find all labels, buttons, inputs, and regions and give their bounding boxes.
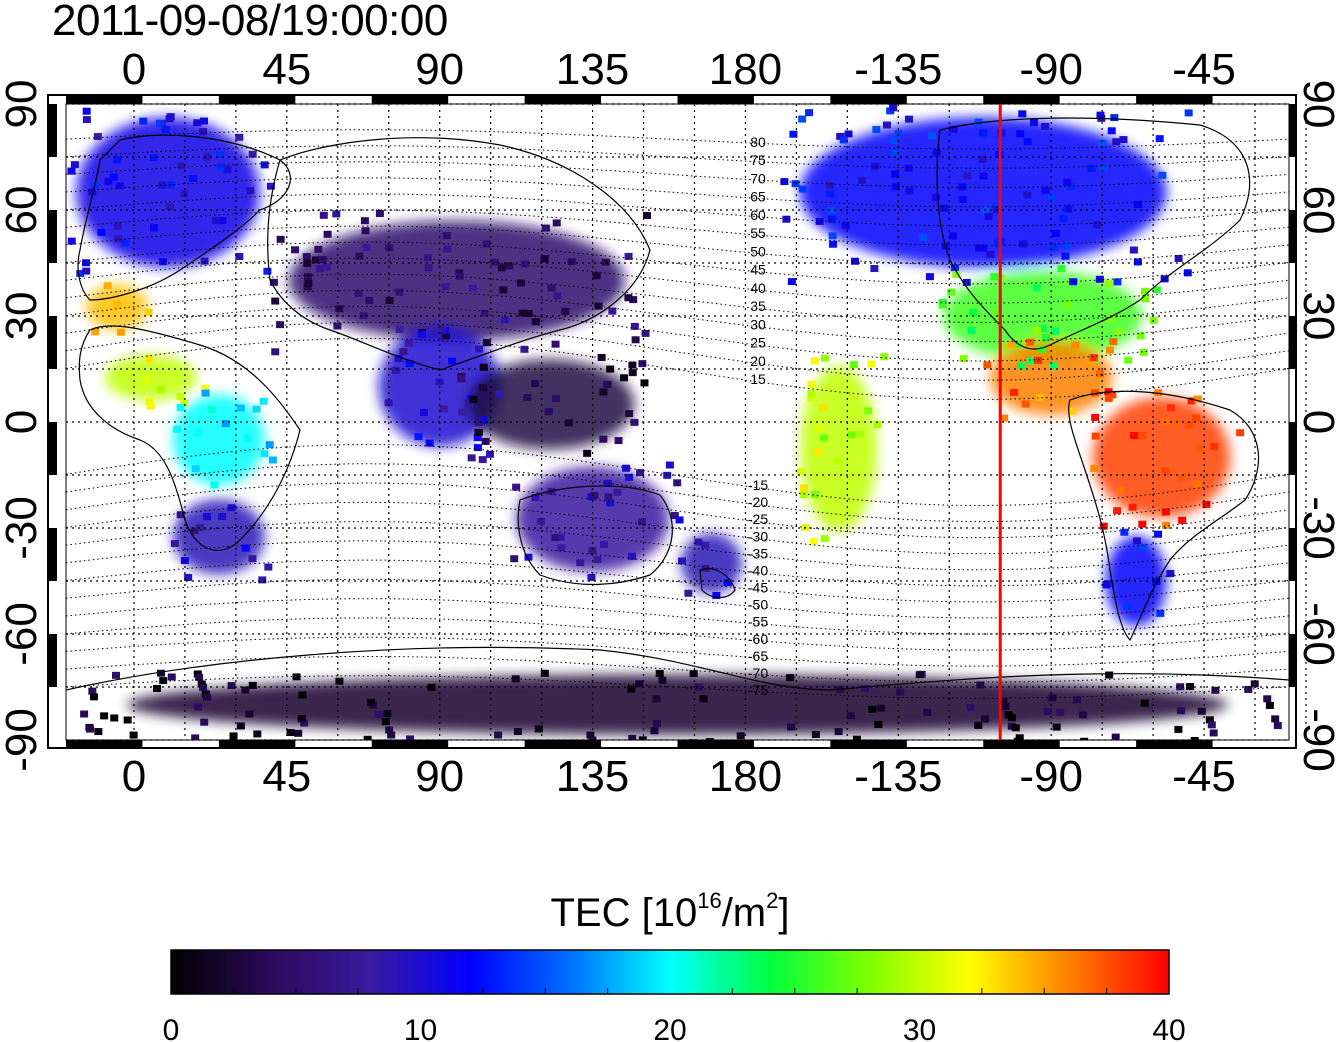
lat-tick-label-right: 0 xyxy=(1294,410,1340,434)
tec-data-layer xyxy=(67,104,1282,740)
magnetic-latitude-label: 15 xyxy=(750,371,766,387)
lat-tick-label-left: -60 xyxy=(0,602,46,666)
colorbar-tick-label: 20 xyxy=(653,1014,686,1042)
lon-tick-label-top: 135 xyxy=(556,45,629,94)
magnetic-latitude-label: 80 xyxy=(750,134,766,150)
lon-tick-label-top: 90 xyxy=(415,45,464,94)
lat-tick-label-left: 0 xyxy=(0,410,46,434)
lat-tick-label-left: 90 xyxy=(0,80,46,129)
magnetic-latitude-label: 75 xyxy=(750,152,766,168)
magnetic-latitude-label: -20 xyxy=(748,494,768,510)
coastlines xyxy=(66,117,1289,691)
magnetic-latitude-labels: 80 75 70 65 60 55 50 45 40 35 30 25 20 15 -15-20-25-30… xyxy=(748,134,768,698)
bottom-longitude-axis: 0 45 90 135 180 -135 -90 -45 xyxy=(122,752,1236,801)
lon-tick-label-top: -45 xyxy=(1172,45,1236,94)
colorbar-gradient xyxy=(170,949,1170,995)
magnetic-latitude-label: -30 xyxy=(748,528,768,544)
magnetic-latitude-label: -70 xyxy=(748,665,768,681)
colorbar-title: TEC [1016/m2] xyxy=(0,888,1340,938)
lon-tick-label-top: 0 xyxy=(122,45,146,94)
magnetic-latitude-label: 45 xyxy=(750,262,766,278)
magnetic-latitude-label: 70 xyxy=(750,170,766,186)
magnetic-latitude-label: 60 xyxy=(750,207,766,223)
lat-tick-label-right: 30 xyxy=(1294,292,1340,341)
lat-tick-label-left: -90 xyxy=(0,708,46,772)
lon-tick-label-bottom: 45 xyxy=(262,752,311,801)
left-latitude-axis: 90 60 30 0 -30 -60 -90 xyxy=(0,80,46,772)
top-longitude-axis: 0 45 90 135 180 -135 -90 -45 xyxy=(122,45,1236,94)
lat-tick-label-right: -60 xyxy=(1294,602,1340,666)
right-latitude-axis: 90 60 30 0 -30 -60 -90 xyxy=(1294,80,1340,772)
magnetic-latitude-label: 20 xyxy=(750,353,766,369)
magnetic-latitude-label: -60 xyxy=(748,631,768,647)
magnetic-latitude-label: -15 xyxy=(748,477,768,493)
colorbar-title-unit: /m xyxy=(721,891,767,935)
lon-tick-label-top: 180 xyxy=(709,45,782,94)
lon-tick-label-bottom: -45 xyxy=(1172,752,1236,801)
colorbar-tick-label: 0 xyxy=(163,1014,180,1042)
colorbar-title-exponent: 16 xyxy=(697,888,722,913)
colorbar-ticks: 0 10 20 30 40 xyxy=(163,1014,1186,1042)
magnetic-latitude-contours xyxy=(66,129,1289,699)
lon-tick-label-bottom: -90 xyxy=(1019,752,1083,801)
magnetic-latitude-label: -35 xyxy=(748,545,768,561)
magnetic-latitude-label: 35 xyxy=(750,298,766,314)
lon-tick-label-top: -90 xyxy=(1019,45,1083,94)
colorbar: 0 10 20 30 40 xyxy=(163,949,1186,1042)
magnetic-latitude-label: -40 xyxy=(748,562,768,578)
magnetic-latitude-label: 25 xyxy=(750,335,766,351)
magnetic-latitude-label: 50 xyxy=(750,243,766,259)
lat-tick-label-right: 60 xyxy=(1294,186,1340,235)
lat-tick-label-right: -30 xyxy=(1294,496,1340,560)
lon-tick-label-top: -135 xyxy=(854,45,942,94)
colorbar-tick-label: 30 xyxy=(903,1014,936,1042)
magnetic-latitude-label: -45 xyxy=(748,580,768,596)
lat-lon-grid xyxy=(66,103,1307,741)
magnetic-latitude-label: 55 xyxy=(750,225,766,241)
lat-tick-label-left: 60 xyxy=(0,186,46,235)
colorbar-tick-label: 40 xyxy=(1152,1014,1185,1042)
magnetic-latitude-label: -65 xyxy=(748,648,768,664)
lon-tick-label-top: 45 xyxy=(262,45,311,94)
magnetic-latitude-label: 40 xyxy=(750,280,766,296)
lon-tick-label-bottom: -135 xyxy=(854,752,942,801)
lon-tick-label-bottom: 90 xyxy=(415,752,464,801)
lon-tick-label-bottom: 180 xyxy=(709,752,782,801)
colorbar-title-prefix: TEC [10 xyxy=(550,891,698,935)
lat-tick-label-left: -30 xyxy=(0,496,46,560)
lat-tick-label-left: 30 xyxy=(0,292,46,341)
lat-tick-label-right: -90 xyxy=(1294,708,1340,772)
magnetic-latitude-label: -50 xyxy=(748,597,768,613)
magnetic-latitude-label: -25 xyxy=(748,511,768,527)
colorbar-title-end: ] xyxy=(778,891,790,935)
map-title: 2011-09-08/19:00:00 xyxy=(52,0,448,45)
lat-tick-label-right: 90 xyxy=(1294,80,1340,129)
magnetic-latitude-label: 30 xyxy=(750,316,766,332)
magnetic-latitude-label: -55 xyxy=(748,614,768,630)
magnetic-latitude-label: -75 xyxy=(748,682,768,698)
lon-tick-label-bottom: 0 xyxy=(122,752,146,801)
lon-tick-label-bottom: 135 xyxy=(556,752,629,801)
magnetic-latitude-label: 65 xyxy=(750,189,766,205)
colorbar-title-unit-exponent: 2 xyxy=(766,888,779,913)
colorbar-tick-label: 10 xyxy=(404,1014,437,1042)
